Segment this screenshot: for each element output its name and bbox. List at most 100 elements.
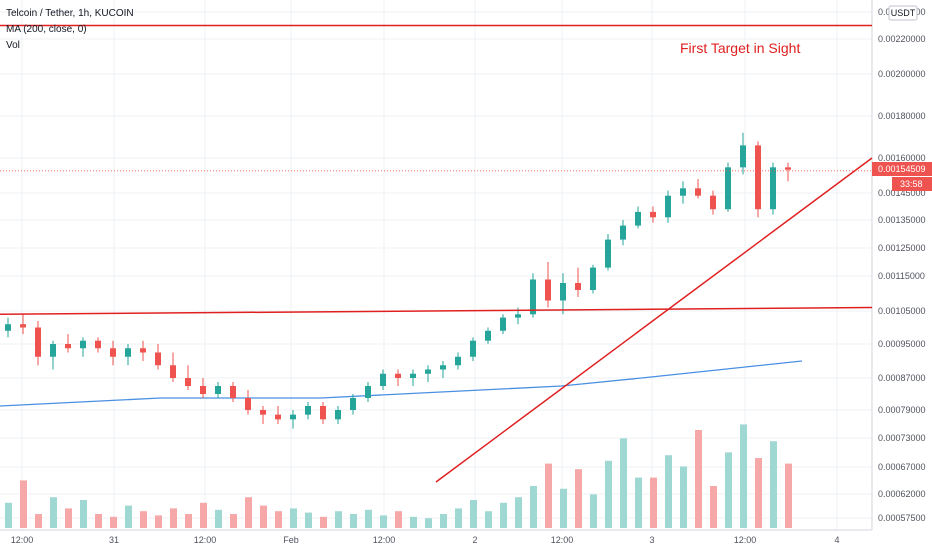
candle-body: [185, 378, 191, 386]
candle-body: [170, 365, 176, 378]
volume-bar: [575, 469, 582, 528]
volume-bar: [395, 511, 402, 528]
price-tick-label: 0.00115000: [878, 271, 925, 281]
volume-bar: [320, 516, 327, 528]
candle: [185, 365, 191, 390]
price-tick-label: 0.00180000: [878, 111, 926, 121]
candle-body: [5, 324, 11, 331]
candle-body: [485, 330, 491, 341]
volume-bar: [110, 516, 117, 528]
time-axis[interactable]: 12:00 31 12:00 Feb 12:00 2 12:00 3 12:00 4: [11, 535, 840, 545]
time-tick-label: 12:00: [194, 535, 217, 545]
candle-body: [110, 348, 116, 357]
price-tick-label: 0.00200000: [878, 69, 926, 79]
volume-bar: [410, 516, 417, 528]
candle: [350, 394, 356, 415]
candle-body: [20, 324, 26, 328]
candle: [50, 340, 56, 370]
time-tick-label: 31: [109, 535, 119, 545]
volume-bar: [335, 511, 342, 528]
volume-bar: [470, 500, 477, 528]
candle: [275, 406, 281, 424]
volume-bar: [485, 511, 492, 528]
candle-body: [680, 188, 686, 196]
candle-body: [260, 410, 266, 415]
candle: [20, 314, 26, 335]
candle-body: [755, 145, 761, 210]
candle: [635, 206, 641, 229]
time-tick-label: 3: [649, 535, 654, 545]
annotation-text[interactable]: First Target in Sight: [680, 40, 800, 56]
time-tick-label: 12:00: [551, 535, 574, 545]
volume-bars: [5, 424, 792, 528]
candle-body: [290, 414, 296, 420]
candle-body: [455, 356, 461, 366]
chart-title: Telcoin / Tether, 1h, KUCOIN: [6, 8, 134, 19]
candle: [740, 132, 746, 175]
candle: [545, 262, 551, 308]
price-tick-label: 0.00095000: [878, 339, 926, 349]
volume-bar: [635, 477, 642, 528]
rising-trendline: [435, 157, 873, 483]
candle-body: [560, 283, 566, 301]
candle: [410, 369, 416, 386]
volume-bar: [170, 508, 177, 528]
price-tick-label: 0.00220000: [878, 34, 926, 44]
price-tick-label: 0.00067000: [878, 462, 926, 472]
price-axis[interactable]: 0.002300000.002200000.002000000.00180000…: [878, 7, 926, 523]
volume-bar: [20, 480, 27, 528]
candle-body: [95, 340, 101, 349]
candle-body: [65, 344, 71, 349]
candle-body: [275, 414, 281, 420]
time-tick-label: 12:00: [11, 535, 34, 545]
last-price-countdown: 33:58: [900, 179, 923, 189]
candle-body: [140, 348, 146, 353]
candle: [665, 190, 671, 223]
candle: [560, 273, 566, 315]
candle: [65, 334, 71, 353]
candle: [500, 314, 506, 335]
volume-bar: [770, 441, 777, 528]
candle-body: [230, 386, 236, 398]
volume-bar: [140, 511, 147, 528]
candle-body: [410, 373, 416, 378]
grid: [0, 0, 873, 531]
volume-bar: [125, 505, 132, 528]
currency-badge-text: USDT: [891, 8, 916, 18]
candle: [305, 402, 311, 420]
candle: [770, 162, 776, 215]
candle: [320, 402, 326, 424]
candle-body: [35, 327, 41, 357]
volume-bar: [65, 508, 72, 528]
candle-body: [665, 195, 671, 218]
volume-bar: [5, 502, 12, 528]
candle-body: [440, 365, 446, 370]
candle: [80, 337, 86, 357]
candle-body: [350, 398, 356, 410]
volume-bar: [725, 452, 732, 528]
candle: [425, 365, 431, 382]
candle-body: [545, 279, 551, 301]
volume-bar: [230, 514, 237, 528]
candle: [155, 344, 161, 370]
currency-badge[interactable]: USDT: [888, 5, 918, 21]
price-tick-label: 0.00062000: [878, 489, 926, 499]
candle-body: [80, 340, 86, 349]
candle: [245, 390, 251, 415]
volume-bar: [80, 500, 87, 528]
candle-body: [155, 352, 161, 366]
volume-legend: Vol: [6, 40, 20, 51]
candle-body: [515, 314, 521, 318]
candle: [170, 352, 176, 382]
candle-body: [710, 195, 716, 210]
price-tick-label: 0.00145000: [878, 188, 926, 198]
ma200-line: [0, 360, 803, 407]
volume-bar: [35, 514, 42, 528]
candle: [200, 378, 206, 398]
candle-body: [605, 239, 611, 268]
volume-bar: [305, 512, 312, 528]
time-tick-label: 2: [472, 535, 477, 545]
candle: [620, 220, 626, 246]
